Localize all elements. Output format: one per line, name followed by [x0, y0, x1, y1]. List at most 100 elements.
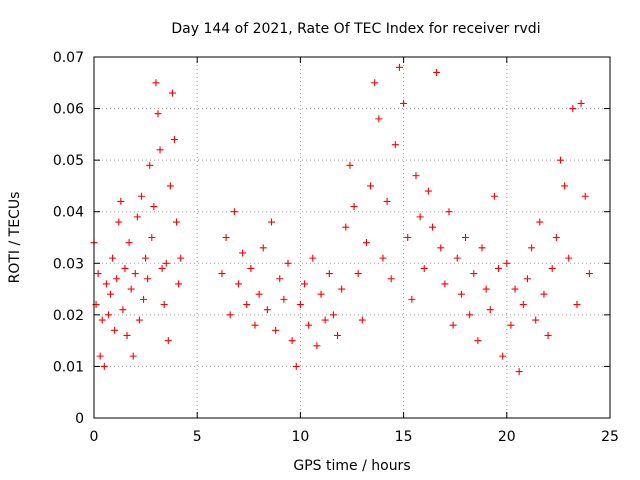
plot-frame [93, 56, 611, 419]
x-tick-label: 0 [90, 429, 99, 445]
data-point [226, 311, 234, 319]
data-point [325, 270, 333, 278]
data-point [453, 254, 461, 262]
data-point [585, 270, 593, 278]
x-tick-label: 15 [395, 429, 413, 445]
data-point [334, 331, 342, 339]
y-axis-label: ROTI / TECUs [7, 192, 23, 284]
data-point [362, 239, 370, 247]
data-point [400, 99, 408, 107]
data-point [255, 290, 263, 298]
data-point [102, 280, 110, 288]
data-point [383, 197, 391, 205]
data-point [251, 321, 259, 329]
x-axis-label: GPS time / hours [293, 458, 410, 474]
data-point [309, 254, 317, 262]
data-point [433, 68, 441, 76]
data-point [162, 259, 170, 267]
data-point [280, 295, 288, 303]
data-point [276, 275, 284, 283]
data-point [272, 326, 280, 334]
data-point [104, 311, 112, 319]
data-point [166, 182, 174, 190]
data-point [117, 197, 125, 205]
data-point [301, 280, 309, 288]
y-tick-label: 0.06 [53, 102, 84, 118]
data-point [158, 264, 166, 272]
data-points [90, 63, 593, 376]
data-point [177, 254, 185, 262]
grid-lines [94, 57, 610, 418]
data-point [98, 316, 106, 324]
axis-ticks [93, 56, 611, 419]
data-point [160, 301, 168, 309]
data-point [532, 316, 540, 324]
data-point [540, 290, 548, 298]
data-point [581, 192, 589, 200]
x-tick-label: 20 [498, 429, 516, 445]
data-point [170, 136, 178, 144]
data-point [150, 203, 158, 211]
data-point [416, 213, 424, 221]
data-point [441, 280, 449, 288]
data-point [346, 161, 354, 169]
data-point [218, 270, 226, 278]
data-point [168, 89, 176, 97]
y-tick-label: 0 [75, 411, 84, 427]
data-point [107, 290, 115, 298]
data-point [482, 285, 490, 293]
data-point [387, 275, 395, 283]
data-point [239, 249, 247, 257]
data-point [486, 306, 494, 314]
data-point [129, 352, 137, 360]
data-point [519, 301, 527, 309]
y-tick-label: 0.07 [53, 50, 84, 66]
data-point [173, 218, 181, 226]
data-point [375, 115, 383, 123]
data-point [577, 99, 585, 107]
data-point [164, 337, 172, 345]
data-point [342, 223, 350, 231]
data-point [424, 187, 432, 195]
data-point [313, 342, 321, 350]
data-point [175, 280, 183, 288]
y-tick-label: 0.03 [53, 256, 84, 272]
data-point [144, 275, 152, 283]
data-point [412, 172, 420, 180]
data-point [573, 301, 581, 309]
data-point [511, 285, 519, 293]
data-point [329, 311, 337, 319]
data-point [561, 182, 569, 190]
data-point [156, 146, 164, 154]
data-point [321, 316, 329, 324]
data-point [234, 280, 242, 288]
data-point [358, 316, 366, 324]
data-point [100, 362, 108, 370]
y-tick-label: 0.02 [53, 308, 84, 324]
data-point [284, 259, 292, 267]
data-point [503, 259, 511, 267]
data-point [350, 203, 358, 211]
data-point [113, 275, 121, 283]
data-point [127, 285, 135, 293]
data-point [445, 208, 453, 216]
data-point [317, 290, 325, 298]
data-point [152, 79, 160, 87]
data-point [109, 254, 117, 262]
data-point [462, 234, 470, 241]
data-point [230, 208, 238, 216]
data-point [123, 331, 131, 339]
data-point [490, 192, 498, 200]
data-point [449, 321, 457, 329]
x-tick-label: 25 [601, 429, 619, 445]
data-point [154, 110, 162, 118]
data-point [247, 264, 255, 272]
data-point [137, 192, 145, 200]
data-point [338, 285, 346, 293]
data-point [420, 264, 428, 272]
data-point [470, 270, 478, 278]
data-point [125, 239, 133, 247]
data-point [404, 234, 412, 241]
